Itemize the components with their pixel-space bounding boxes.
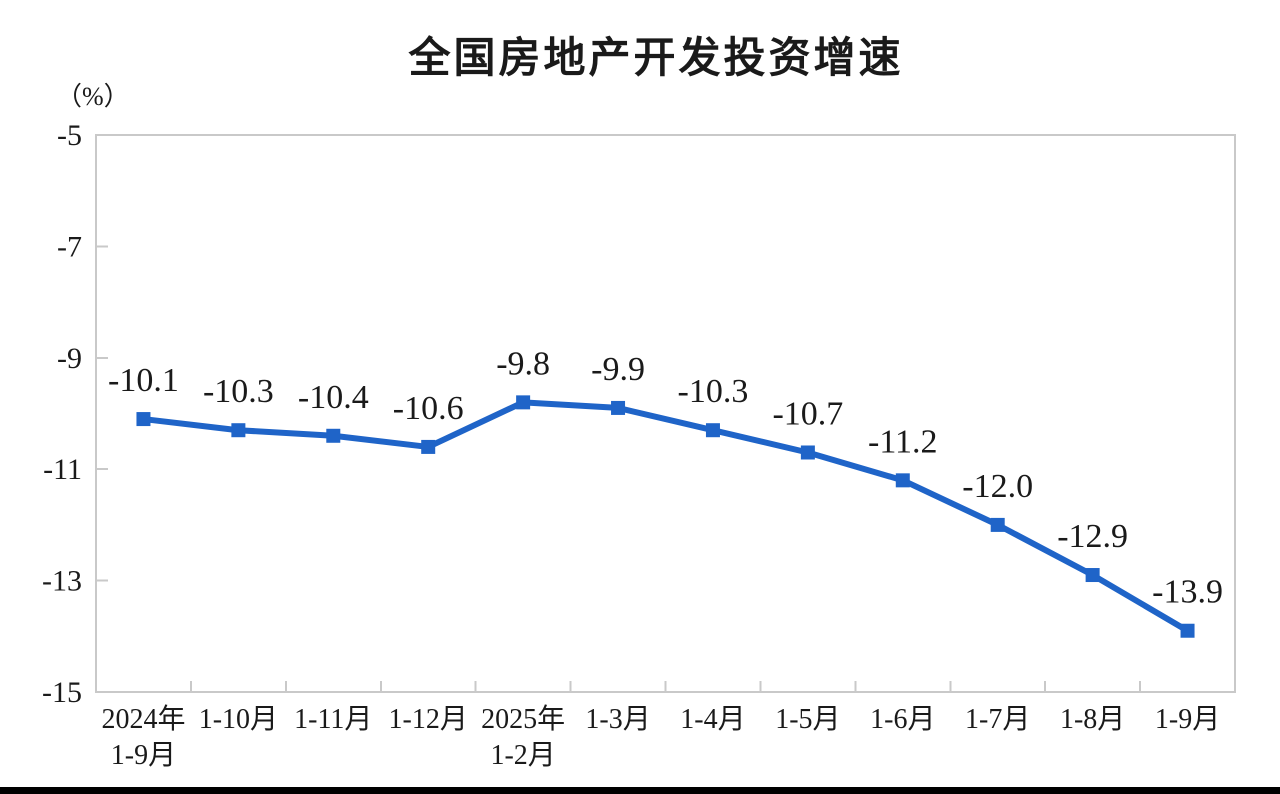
x-axis-tick-label: 1-9月 xyxy=(1155,704,1220,735)
data-point-label: -11.2 xyxy=(868,423,938,460)
data-point-label: -12.0 xyxy=(962,468,1033,505)
data-point-marker xyxy=(516,395,531,410)
data-point-marker xyxy=(1180,623,1195,638)
x-axis-tick-label: 1-6月 xyxy=(870,704,935,735)
x-axis-tick-label: 1-4月 xyxy=(680,704,745,735)
data-point-label: -10.3 xyxy=(203,373,274,410)
data-point-label: -10.7 xyxy=(772,395,843,432)
x-axis-tick-label: 1-12月 xyxy=(389,704,468,735)
y-axis-tick-label: -5 xyxy=(57,119,82,152)
x-axis-tick-label: 2024年 1-9月 xyxy=(101,703,185,771)
x-axis-tick-label: 1-8月 xyxy=(1060,704,1125,735)
y-axis-tick-label: -13 xyxy=(42,565,82,598)
chart-title: 全国房地产开发投资增速 xyxy=(408,34,904,81)
data-point-label: -9.9 xyxy=(591,351,645,388)
x-axis-tick-label: 2025年 1-2月 xyxy=(481,703,565,771)
data-line xyxy=(140,399,1191,634)
y-axis-tick-label: -9 xyxy=(57,342,82,375)
bottom-divider-bar xyxy=(0,787,1280,794)
plot-frame xyxy=(95,134,1236,693)
data-point-label: -10.1 xyxy=(108,362,179,399)
data-point-marker xyxy=(1085,568,1100,583)
x-axis-tick-label: 1-3月 xyxy=(585,704,650,735)
data-point-marker xyxy=(136,412,151,427)
data-point-marker xyxy=(421,439,436,454)
x-axis-tick-label: 1-7月 xyxy=(965,704,1030,735)
y-axis-unit-label: （%） xyxy=(56,82,130,111)
x-axis-tick-label: 1-5月 xyxy=(775,704,840,735)
x-axis-tick-label: 1-11月 xyxy=(294,704,372,735)
y-axis-tick-label: -11 xyxy=(43,453,82,486)
data-point-label: -10.4 xyxy=(298,379,369,416)
data-point-label: -10.3 xyxy=(678,373,749,410)
data-point-label: -13.9 xyxy=(1152,574,1223,611)
y-axis-tick-label: -15 xyxy=(42,676,82,709)
x-axis-tick-label: 1-10月 xyxy=(199,704,278,735)
data-point-marker xyxy=(895,473,910,488)
data-point-marker xyxy=(611,400,626,415)
data-point-marker xyxy=(800,445,815,460)
data-point-marker xyxy=(705,423,720,438)
data-point-label: -12.9 xyxy=(1057,518,1128,555)
data-point-label: -9.8 xyxy=(496,345,550,382)
data-point-marker xyxy=(231,423,246,438)
data-point-label: -10.6 xyxy=(393,390,464,427)
data-point-marker xyxy=(990,517,1005,532)
data-point-marker xyxy=(326,428,341,443)
y-axis-tick-label: -7 xyxy=(57,230,82,263)
